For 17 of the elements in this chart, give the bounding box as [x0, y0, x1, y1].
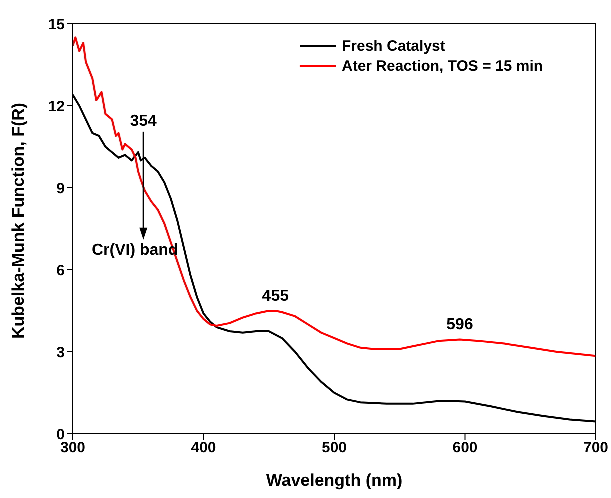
y-tick-label: 6 — [56, 262, 65, 280]
annotation: 354 — [130, 112, 158, 130]
y-axis-title: Kubelka-Munk Function, F(R) — [9, 102, 28, 339]
legend-label: Fresh Catalyst — [342, 38, 446, 54]
annotation: 455 — [262, 288, 290, 305]
x-tick-label: 400 — [191, 440, 216, 457]
y-tick-label: 12 — [48, 98, 65, 116]
y-tick-label: 9 — [56, 180, 65, 198]
annotation: 596 — [446, 316, 474, 334]
x-axis-title: Wavelength (nm) — [266, 471, 403, 490]
y-tick-label: 15 — [48, 16, 65, 34]
x-tick-label: 500 — [322, 440, 348, 457]
x-tick-label: 700 — [583, 440, 609, 457]
y-tick-label: 3 — [56, 344, 65, 362]
line-series — [73, 36, 596, 358]
x-tick-label: 600 — [452, 440, 478, 457]
legend-label: Ater Reaction, TOS = 15 min — [342, 58, 544, 74]
